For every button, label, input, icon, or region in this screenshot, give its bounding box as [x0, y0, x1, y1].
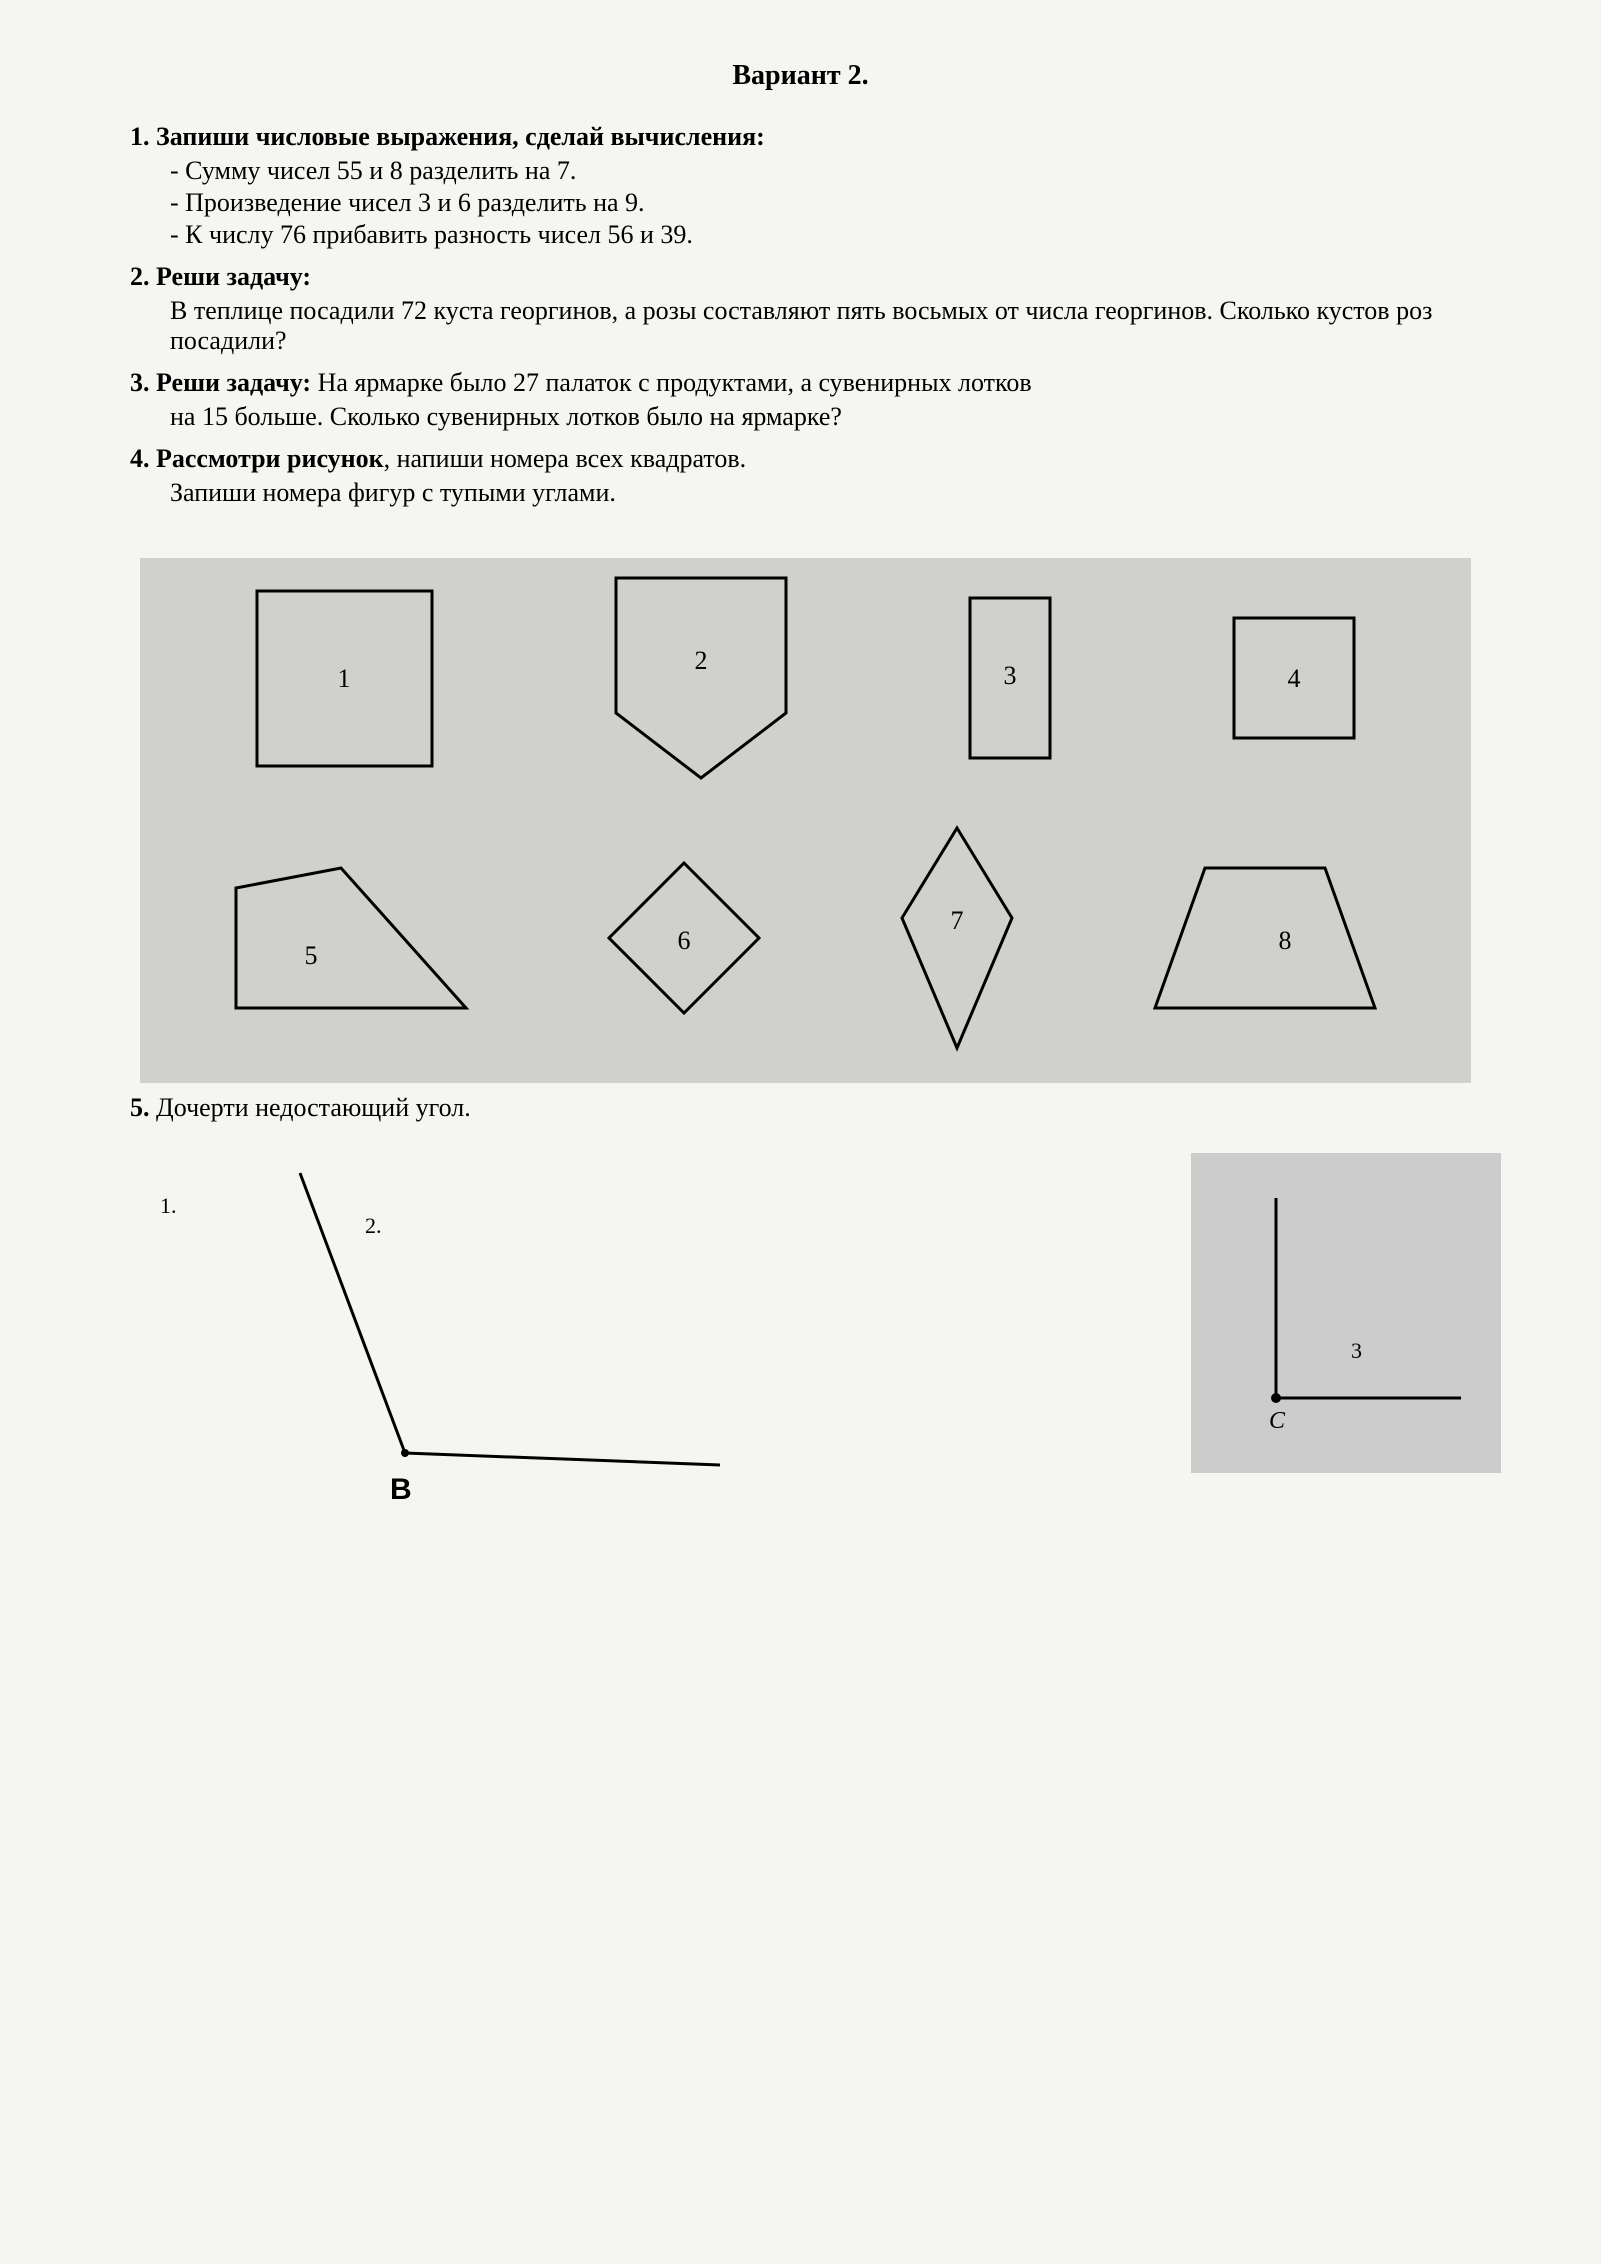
- task-2: 2. Реши задачу: В теплице посадили 72 ку…: [130, 262, 1501, 356]
- shape-4-square: 4: [1229, 613, 1359, 743]
- shape-label: 2: [694, 646, 707, 675]
- task-5: 5. Дочерти недостающий угол.: [130, 1093, 1501, 1123]
- shape-label: 7: [950, 906, 963, 935]
- angle-b-svg: [160, 1153, 760, 1513]
- angle-b-vertex-dot: [401, 1449, 409, 1457]
- angle-num-2: 2.: [365, 1213, 382, 1239]
- subline: - Сумму чисел 55 и 8 разделить на 7.: [170, 156, 1501, 186]
- task-body: В теплице посадили 72 куста георгинов, а…: [130, 296, 1501, 356]
- angle-left-area: 1. 2. B: [160, 1153, 1131, 1533]
- angle-num-3: 3: [1351, 1338, 1362, 1364]
- shape-2-pentagon: 2: [611, 573, 791, 783]
- task-list: 1. Запиши числовые выражения, сделай выч…: [100, 122, 1501, 508]
- shape-label: 5: [305, 941, 318, 970]
- shape-row-2: 5 6 7 8: [165, 823, 1446, 1053]
- shape-1-square: 1: [252, 586, 437, 771]
- angle-c-svg: [1191, 1153, 1501, 1473]
- task-inline: , напиши номера всех квадратов.: [384, 444, 747, 473]
- shape-row-1: 1 2 3 4: [165, 573, 1446, 783]
- shape-5-right-trapezoid: 5: [231, 863, 471, 1013]
- task-body: на 15 больше. Сколько сувенирных лотков …: [130, 402, 1501, 432]
- shape-label: 6: [678, 926, 691, 955]
- shape-label: 3: [1003, 661, 1016, 690]
- task-head: Запиши числовые выражения, сделай вычисл…: [156, 122, 765, 151]
- task-4: 4. Рассмотри рисунок, напиши номера всех…: [130, 444, 1501, 508]
- angle-b-ray-1: [300, 1173, 405, 1453]
- task-body: Запиши номера фигур с тупыми углами.: [130, 478, 1501, 508]
- task-num: 5.: [130, 1093, 150, 1122]
- task-head: Реши задачу:: [156, 262, 311, 291]
- angle-c-vertex-dot: [1271, 1393, 1281, 1403]
- task-head: Реши задачу:: [156, 368, 311, 397]
- task-sublines: - Сумму чисел 55 и 8 разделить на 7. - П…: [130, 156, 1501, 250]
- task-3: 3. Реши задачу: На ярмарке было 27 палат…: [130, 368, 1501, 432]
- task-num: 1.: [130, 122, 150, 151]
- angle-c-vertex-label: C: [1269, 1408, 1285, 1435]
- shape-7-rhombus: 7: [897, 823, 1017, 1053]
- page-title: Вариант 2.: [100, 60, 1501, 92]
- angle-b-vertex-label: B: [390, 1473, 412, 1507]
- task-list-2: 5. Дочерти недостающий угол.: [100, 1093, 1501, 1123]
- shape-8-trapezoid: 8: [1150, 863, 1380, 1013]
- task-num: 3.: [130, 368, 150, 397]
- shape-label: 1: [337, 663, 350, 692]
- task-inline: На ярмарке было 27 палаток с продуктами,…: [311, 368, 1032, 397]
- task-inline: Дочерти недостающий угол.: [156, 1093, 471, 1122]
- angle-right-box: 3 C: [1191, 1153, 1501, 1473]
- task-num: 4.: [130, 444, 150, 473]
- subline: - Произведение чисел 3 и 6 разделить на …: [170, 188, 1501, 218]
- subline: - К числу 76 прибавить разность чисел 56…: [170, 220, 1501, 250]
- angle-num-1: 1.: [160, 1193, 177, 1219]
- task-num: 2.: [130, 262, 150, 291]
- shape-label: 4: [1287, 664, 1300, 693]
- shapes-panel: 1 2 3 4 5 6 7: [140, 558, 1471, 1083]
- task-head: Рассмотри рисунок: [156, 444, 384, 473]
- task-1: 1. Запиши числовые выражения, сделай выч…: [130, 122, 1501, 250]
- shape-3-rect: 3: [965, 593, 1055, 763]
- shape-6-diamond: 6: [604, 858, 764, 1018]
- shape-label: 8: [1278, 926, 1291, 955]
- angle-b-ray-2: [405, 1453, 720, 1465]
- angle-section: 1. 2. B 3 C: [100, 1153, 1501, 1533]
